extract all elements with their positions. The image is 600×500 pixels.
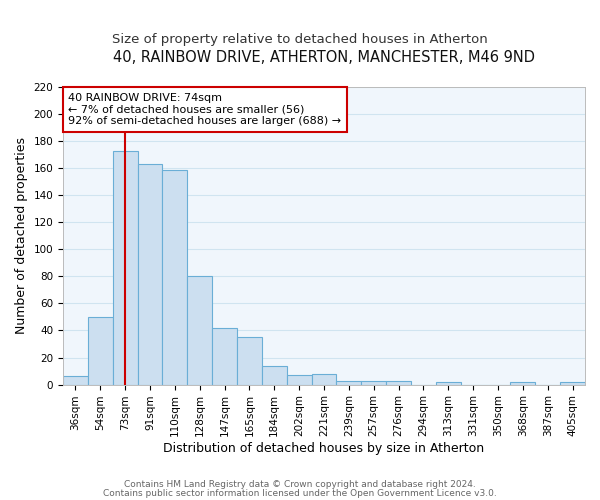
Bar bbox=[113, 150, 137, 384]
Title: 40, RAINBOW DRIVE, ATHERTON, MANCHESTER, M46 9ND: 40, RAINBOW DRIVE, ATHERTON, MANCHESTER,… bbox=[113, 50, 535, 65]
Bar bbox=[436, 382, 461, 384]
Text: Size of property relative to detached houses in Atherton: Size of property relative to detached ho… bbox=[112, 32, 488, 46]
Bar bbox=[511, 382, 535, 384]
Bar bbox=[361, 380, 386, 384]
Y-axis label: Number of detached properties: Number of detached properties bbox=[15, 138, 28, 334]
Bar bbox=[88, 317, 113, 384]
Text: Contains HM Land Registry data © Crown copyright and database right 2024.: Contains HM Land Registry data © Crown c… bbox=[124, 480, 476, 489]
Bar bbox=[137, 164, 163, 384]
Bar bbox=[63, 376, 88, 384]
X-axis label: Distribution of detached houses by size in Atherton: Distribution of detached houses by size … bbox=[163, 442, 485, 455]
Text: Contains public sector information licensed under the Open Government Licence v3: Contains public sector information licen… bbox=[103, 488, 497, 498]
Bar bbox=[237, 338, 262, 384]
Bar bbox=[337, 380, 361, 384]
Text: 40 RAINBOW DRIVE: 74sqm
← 7% of detached houses are smaller (56)
92% of semi-det: 40 RAINBOW DRIVE: 74sqm ← 7% of detached… bbox=[68, 93, 341, 126]
Bar bbox=[386, 380, 411, 384]
Bar bbox=[187, 276, 212, 384]
Bar bbox=[262, 366, 287, 384]
Bar bbox=[287, 375, 311, 384]
Bar bbox=[311, 374, 337, 384]
Bar bbox=[560, 382, 585, 384]
Bar bbox=[212, 328, 237, 384]
Bar bbox=[163, 170, 187, 384]
